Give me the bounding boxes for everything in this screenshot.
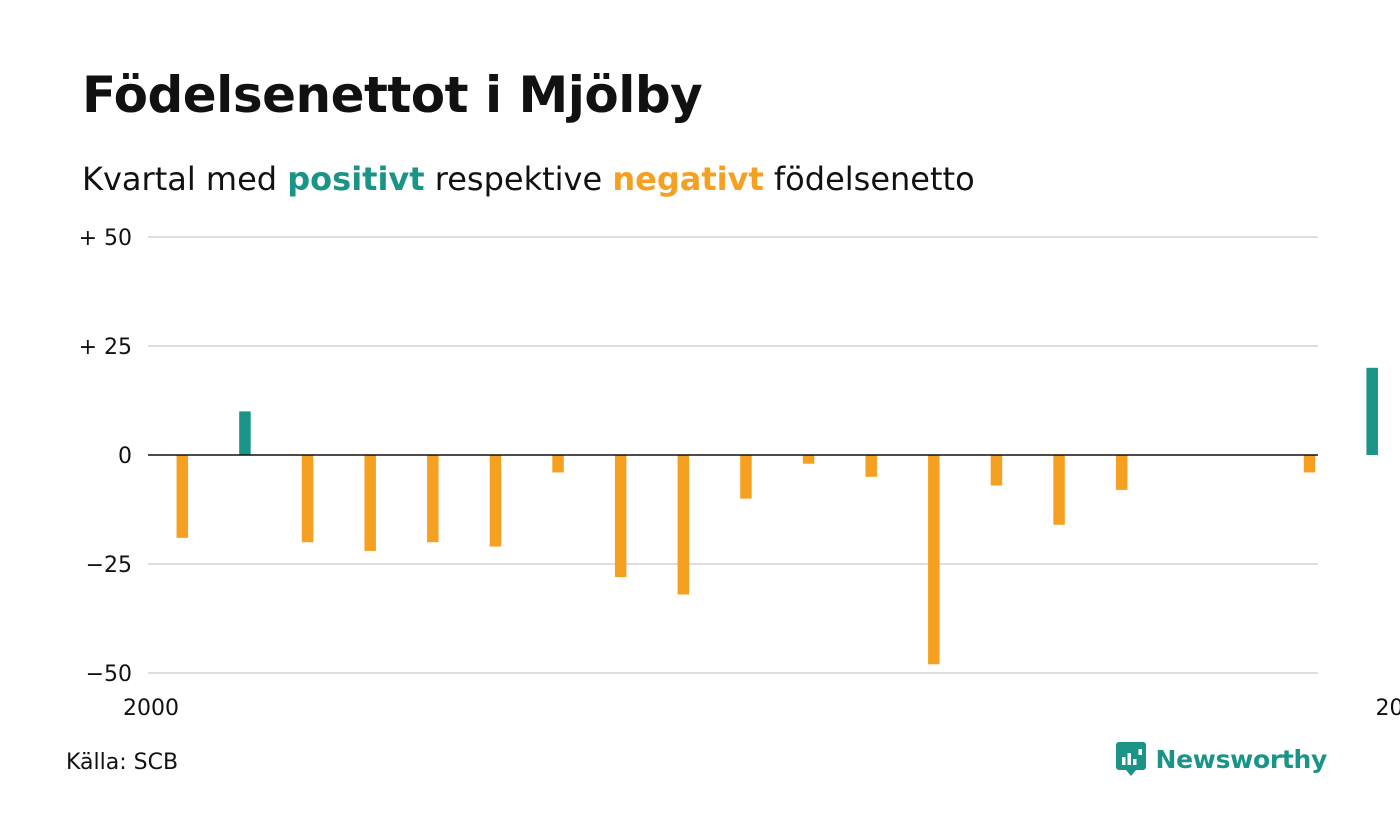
y-tick-label: −25 — [86, 553, 132, 578]
bar — [489, 455, 502, 547]
bar — [928, 455, 940, 665]
y-tick-label: −50 — [86, 662, 132, 687]
bar — [740, 455, 752, 499]
brand-name: Newsworthy — [1155, 744, 1328, 774]
bar — [1053, 455, 1065, 525]
y-tick-label: + 25 — [79, 335, 132, 360]
bar — [865, 455, 877, 477]
x-tick-label: 2000 — [123, 696, 179, 721]
bar — [1115, 455, 1128, 490]
subtitle-suffix: födelsenetto — [773, 160, 975, 198]
bar — [614, 455, 627, 578]
bar — [364, 455, 376, 551]
subtitle-positive-label: positivt — [287, 160, 425, 198]
brand-logo[interactable]: Newsworthy — [1115, 742, 1328, 776]
chart-title: Födelsenettot i Mjölby — [82, 66, 703, 124]
bar — [802, 455, 815, 464]
bar — [1303, 455, 1316, 473]
bar — [990, 455, 1003, 486]
subtitle-negative-label: negativt — [612, 160, 764, 198]
bar — [176, 455, 189, 538]
subtitle-middle: respektive — [434, 160, 603, 198]
bar — [427, 455, 439, 543]
bar-chart: + 50+ 250−25−5020002005201020152020 — [79, 226, 1400, 721]
bar — [301, 455, 314, 543]
y-tick-label: 0 — [118, 444, 132, 469]
y-tick-label: + 50 — [79, 226, 132, 251]
source-note: Källa: SCB — [66, 750, 179, 775]
bar — [239, 411, 251, 455]
bar — [677, 455, 690, 595]
bar — [1366, 367, 1378, 455]
bar — [552, 455, 564, 473]
subtitle-prefix: Kvartal med — [82, 160, 278, 198]
chart-subtitle: Kvartal med positivt respektive negativt… — [82, 160, 975, 198]
x-tick-label: 2005 — [1376, 696, 1400, 721]
newsworthy-logo-icon — [1115, 742, 1146, 776]
